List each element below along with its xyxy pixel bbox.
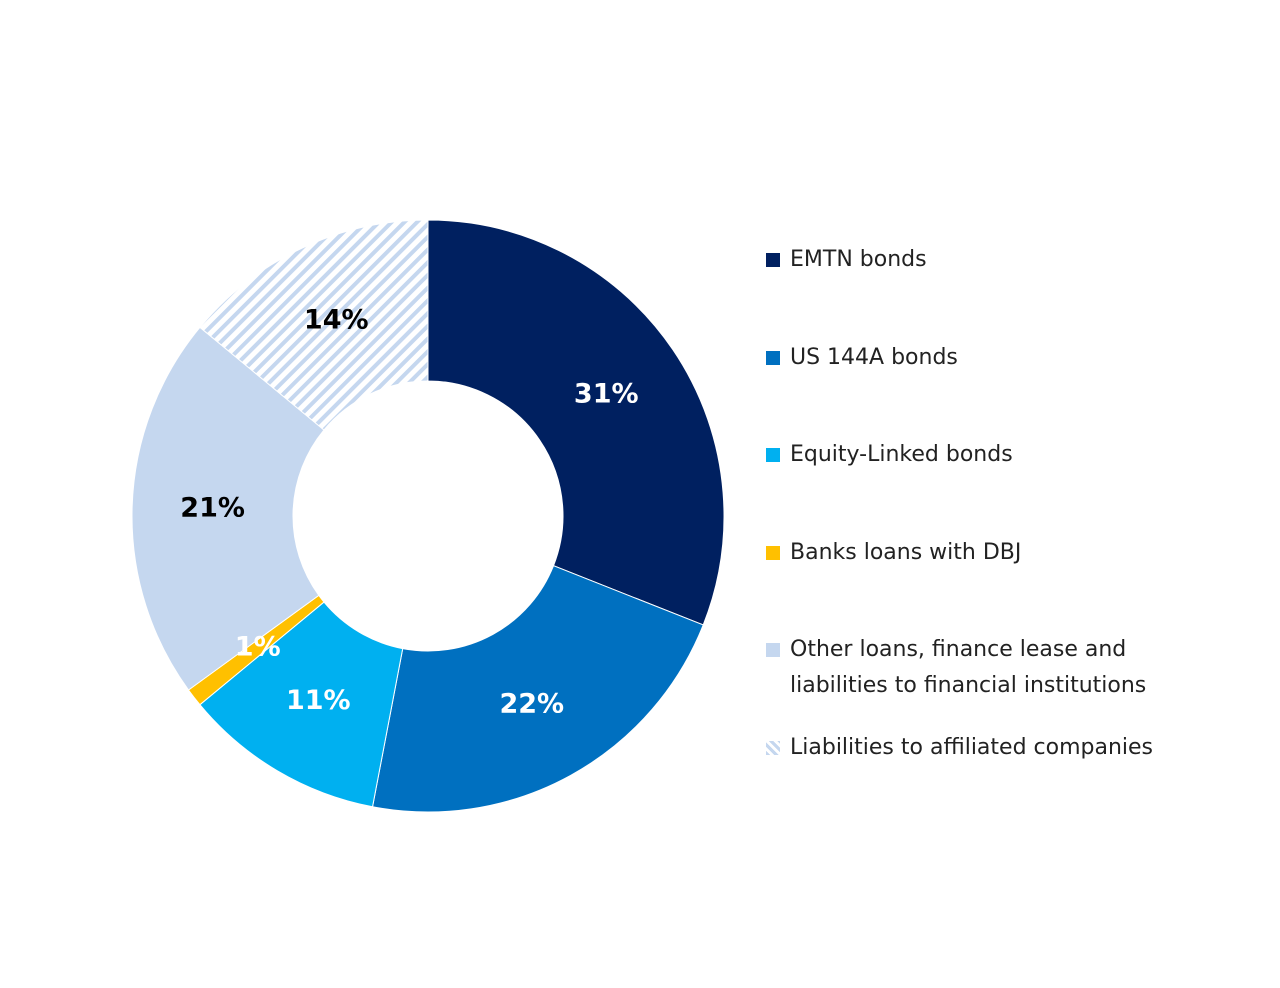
data-label: 31% [574,378,639,409]
donut-slice [199,219,429,431]
legend-label: Banks loans with DBJ [790,539,1022,565]
legend-label: EMTN bonds [790,247,927,272]
legend-marker [766,643,780,658]
legend-label: Equity-Linked bonds [790,442,1013,468]
donut-slice [427,219,725,626]
legend-marker [766,350,780,365]
legend-label: Other loans, finance lease and liabiliti… [790,637,1147,699]
legend-entry: Other loans, finance lease and liabiliti… [766,632,1166,704]
legend-entry: Liabilities to affiliated companies [766,730,1166,766]
data-label: 21% [180,493,245,524]
legend-entry: Banks loans with DBJ [766,535,1166,571]
donut-slice [131,326,325,691]
data-label: 1% [235,632,281,663]
legend-marker [766,545,780,560]
donut-slice [371,565,704,813]
legend-marker [766,253,780,267]
legend-label: US 144A bonds [790,344,958,370]
legend-entry: US 144A bonds [766,340,1166,376]
legend-label: Liabilities to affiliated companies [790,735,1154,760]
legend-entry: EMTN bonds [766,242,1166,278]
data-label: 11% [286,685,351,716]
legend-marker [766,741,780,755]
data-label: 14% [304,305,369,336]
donut-slice [199,601,404,808]
legend-entry: Equity-Linked bonds [766,437,1166,473]
legend-marker [766,448,780,463]
data-label: 22% [499,688,564,719]
